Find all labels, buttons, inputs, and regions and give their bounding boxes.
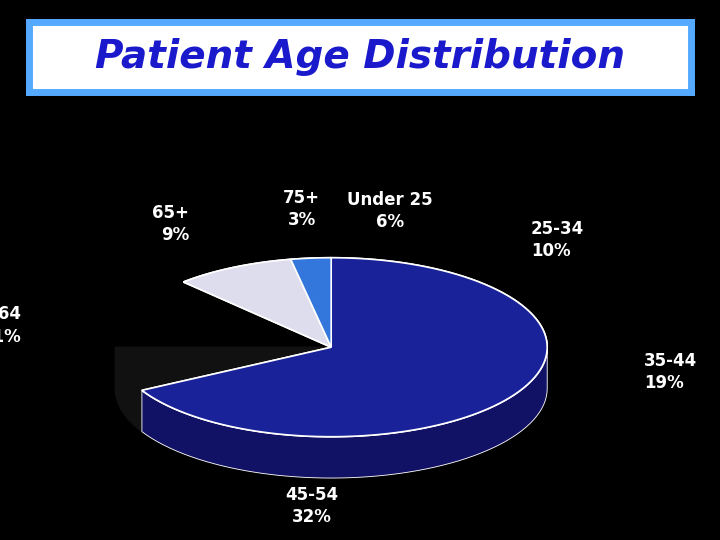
Text: 25-34
10%: 25-34 10% (531, 220, 584, 260)
Text: 45-54
32%: 45-54 32% (285, 486, 338, 526)
Polygon shape (142, 347, 506, 437)
Text: 75+
3%: 75+ 3% (283, 189, 320, 229)
Polygon shape (142, 347, 547, 478)
Text: Under 25
6%: Under 25 6% (347, 191, 433, 231)
Polygon shape (331, 264, 513, 347)
Polygon shape (291, 258, 331, 347)
Text: 65+
9%: 65+ 9% (152, 204, 189, 244)
Text: 55-64
21%: 55-64 21% (0, 306, 22, 346)
Polygon shape (331, 299, 547, 400)
Polygon shape (115, 347, 547, 478)
Polygon shape (142, 258, 547, 437)
Text: 35-44
19%: 35-44 19% (644, 352, 698, 393)
Polygon shape (184, 259, 331, 347)
Text: Patient Age Distribution: Patient Age Distribution (95, 38, 625, 76)
Polygon shape (331, 258, 410, 347)
